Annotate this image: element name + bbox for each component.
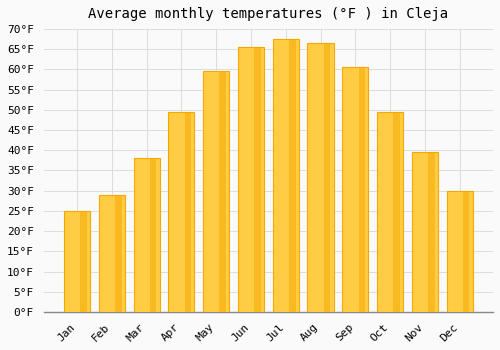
Bar [412, 152, 438, 312]
Bar [324, 43, 330, 312]
Bar [168, 112, 194, 312]
Bar [446, 191, 472, 312]
Bar [272, 39, 299, 312]
Bar [254, 47, 261, 312]
Title: Average monthly temperatures (°F ) in Cleja: Average monthly temperatures (°F ) in Cl… [88, 7, 448, 21]
Bar [342, 68, 368, 312]
Bar [220, 71, 226, 312]
Bar [80, 211, 87, 312]
Bar [377, 112, 403, 312]
Bar [134, 159, 160, 312]
Bar [463, 191, 469, 312]
Bar [308, 43, 334, 312]
Bar [289, 39, 296, 312]
Bar [64, 211, 90, 312]
Bar [150, 159, 156, 312]
Bar [115, 195, 121, 312]
Bar [99, 195, 125, 312]
Bar [203, 71, 229, 312]
Bar [184, 112, 191, 312]
Bar [238, 47, 264, 312]
Bar [358, 68, 365, 312]
Bar [394, 112, 400, 312]
Bar [428, 152, 434, 312]
